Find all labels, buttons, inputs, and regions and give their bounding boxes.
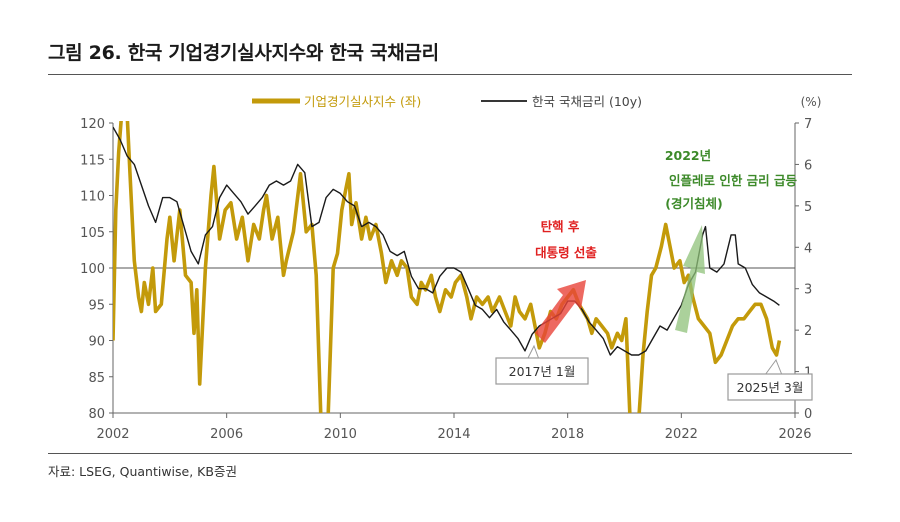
right-tick-label: 4 [804, 241, 812, 256]
right-tick-label: 5 [804, 200, 812, 215]
series-yield [113, 126, 780, 356]
right-tick-label: 3 [804, 283, 812, 298]
left-tick-label: 90 [88, 335, 105, 350]
axes: 80 85 90 95 100 105 110 115 120 0 1 2 3 4 5 6 7 2002 2006 2… [80, 117, 812, 442]
figure-title: 그림 26. 한국 기업경기실사지수와 한국 국채금리 [48, 42, 439, 64]
annotation-inflation-line2: 인플레로 인한 금리 급등 [669, 173, 798, 188]
callout-2017-box [495, 357, 589, 385]
red-arrow [535, 280, 586, 343]
legend: 기업경기실사지수 (좌) 한국 국채금리 (10y) (%) [252, 94, 821, 109]
series-bsi [113, 121, 782, 413]
right-tick-label: 7 [804, 117, 812, 132]
series-bsi-line [113, 121, 782, 413]
callout-2025-pointer [764, 358, 783, 376]
left-tick-label: 120 [80, 117, 105, 132]
left-tick-label: 100 [80, 262, 105, 277]
x-tick-label: 2010 [324, 427, 357, 442]
right-tick-label: 1 [804, 366, 812, 381]
right-tick-label: 2 [804, 324, 812, 339]
x-tick-label: 2006 [210, 427, 243, 442]
top-rule [48, 74, 852, 75]
left-tick-label: 110 [80, 190, 105, 205]
callout-2025-box [727, 373, 813, 401]
left-tick-label: 105 [80, 226, 105, 241]
annotation-impeachment-line2: 대통령 선출 [535, 245, 597, 260]
callout-2025-label: 2025년 3월 [737, 380, 804, 395]
right-axis-unit: (%) [801, 95, 822, 109]
right-tick-label: 0 [804, 407, 812, 422]
annotation-impeachment-line1: 탄핵 후 [541, 219, 580, 234]
legend-label-yield: 한국 국채금리 (10y) [532, 94, 642, 109]
left-tick-label: 95 [88, 298, 105, 313]
x-tick-label: 2002 [96, 427, 129, 442]
left-tick-label: 80 [88, 407, 105, 422]
annotation-inflation-line3: (경기침체) [665, 196, 722, 211]
bottom-rule [48, 453, 852, 454]
annotation-inflation-line1: 2022년 [665, 148, 711, 163]
left-tick-label: 85 [88, 371, 105, 386]
series-yield-line [113, 126, 780, 356]
source-note: 자료: LSEG, Quantiwise, KB증권 [48, 464, 237, 479]
x-tick-label: 2018 [551, 427, 584, 442]
x-tick-label: 2026 [778, 427, 811, 442]
legend-label-bsi: 기업경기실사지수 (좌) [304, 94, 421, 109]
right-tick-label: 6 [804, 158, 812, 173]
x-tick-label: 2022 [665, 427, 698, 442]
callout-2017-label: 2017년 1월 [509, 364, 576, 379]
annotations: 탄핵 후 대통령 선출 2022년 인플레로 인한 금리 급등 (경기침체) 2… [495, 148, 813, 401]
left-tick-label: 115 [80, 153, 105, 168]
x-tick-label: 2014 [437, 427, 470, 442]
green-arrow [675, 225, 705, 333]
